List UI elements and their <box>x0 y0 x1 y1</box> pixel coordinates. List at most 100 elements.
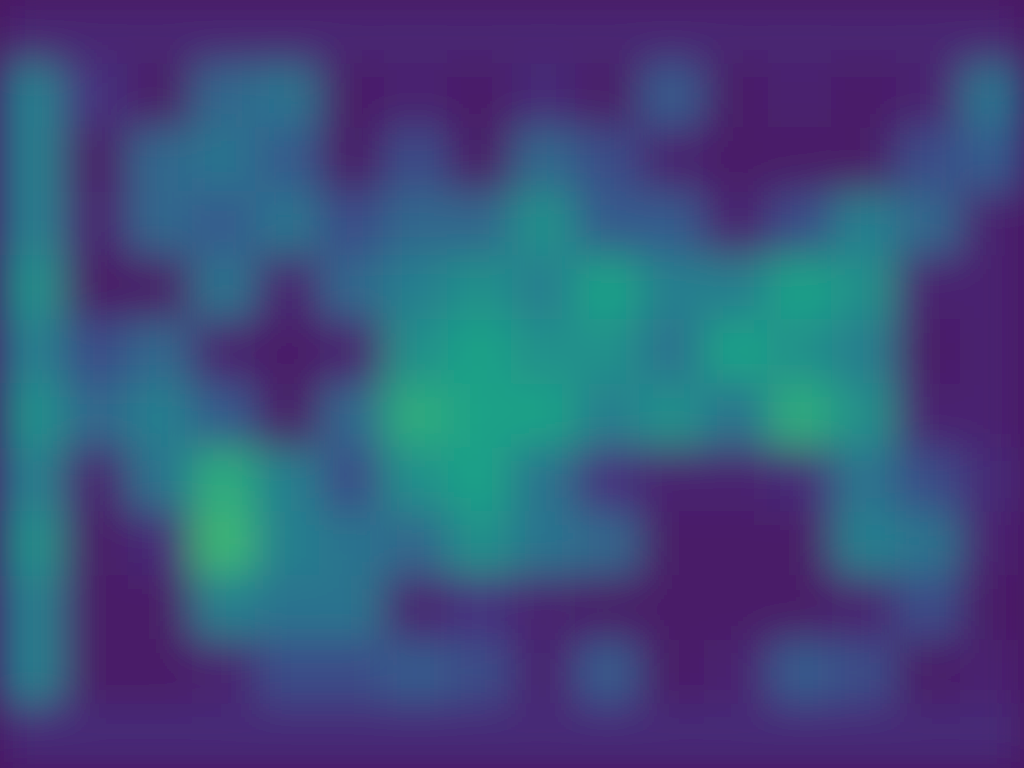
heat-cell <box>256 640 321 705</box>
plot-area <box>0 0 1024 768</box>
heat-cell <box>768 704 833 768</box>
heat-cell <box>832 320 897 385</box>
heat-cell <box>576 128 641 193</box>
heat-cell <box>64 128 129 193</box>
heat-cell <box>576 192 641 257</box>
heat-cell <box>384 0 449 65</box>
heat-cell <box>128 256 193 321</box>
heat-cell <box>704 320 769 385</box>
heat-cell <box>256 256 321 321</box>
heat-cell <box>256 320 321 385</box>
heat-cell <box>64 256 129 321</box>
heat-cell <box>512 512 577 577</box>
heat-cell <box>256 704 321 768</box>
heat-cell <box>448 704 513 768</box>
heat-cell <box>640 0 705 65</box>
heat-cell <box>0 576 65 641</box>
heat-cell <box>64 576 129 641</box>
heatmap <box>0 0 1024 768</box>
heat-cell <box>832 576 897 641</box>
heat-cell <box>512 320 577 385</box>
heat-cell <box>960 640 1024 705</box>
heat-cell <box>704 128 769 193</box>
heat-cell <box>512 128 577 193</box>
heat-cell <box>192 0 257 65</box>
heat-cell <box>960 128 1024 193</box>
heat-cell <box>128 576 193 641</box>
heat-cell <box>320 576 385 641</box>
heat-cell <box>576 704 641 768</box>
heat-cell <box>0 704 65 768</box>
heat-cell <box>704 448 769 513</box>
heat-cell <box>320 0 385 65</box>
heat-cell <box>896 128 961 193</box>
heat-cell <box>128 448 193 513</box>
heat-cell <box>256 576 321 641</box>
heat-cell <box>832 64 897 129</box>
heat-cell <box>0 384 65 449</box>
heat-cell <box>512 256 577 321</box>
heat-cell <box>448 512 513 577</box>
heat-cell <box>512 384 577 449</box>
heat-cell <box>0 256 65 321</box>
heat-cell <box>960 384 1024 449</box>
heat-cell <box>704 576 769 641</box>
heat-cell <box>320 64 385 129</box>
heat-cell <box>640 64 705 129</box>
heat-cell <box>128 640 193 705</box>
heat-cell <box>768 0 833 65</box>
heat-cell <box>768 576 833 641</box>
heat-cell <box>832 640 897 705</box>
heat-cell <box>704 192 769 257</box>
heat-cell <box>704 256 769 321</box>
heat-cell <box>576 320 641 385</box>
heat-cell <box>192 64 257 129</box>
heat-cell <box>960 512 1024 577</box>
heat-cell <box>832 128 897 193</box>
heat-cell <box>512 704 577 768</box>
heat-cell <box>896 320 961 385</box>
heat-cell <box>320 448 385 513</box>
heat-cell <box>64 512 129 577</box>
heat-cell <box>128 512 193 577</box>
heat-cell <box>832 256 897 321</box>
heat-cell <box>832 384 897 449</box>
heat-cell <box>192 576 257 641</box>
heat-cell <box>832 512 897 577</box>
heat-cell <box>960 320 1024 385</box>
heat-cell <box>320 256 385 321</box>
heat-cell <box>704 512 769 577</box>
heat-cell <box>192 512 257 577</box>
cells <box>0 0 1024 768</box>
heat-cell <box>448 256 513 321</box>
heat-cell <box>960 64 1024 129</box>
heat-cell <box>64 448 129 513</box>
heat-cell <box>576 640 641 705</box>
heat-cell <box>896 192 961 257</box>
heat-cell <box>320 320 385 385</box>
heat-cell <box>320 512 385 577</box>
heat-cell <box>0 512 65 577</box>
heat-cell <box>128 64 193 129</box>
heat-cell <box>384 192 449 257</box>
heat-cell <box>512 448 577 513</box>
heat-cell <box>512 640 577 705</box>
heat-cell <box>448 576 513 641</box>
heat-cell <box>832 448 897 513</box>
heat-cell <box>832 704 897 768</box>
heat-cell <box>768 448 833 513</box>
heat-cell <box>256 128 321 193</box>
heat-cell <box>384 64 449 129</box>
heat-cell <box>64 384 129 449</box>
heat-cell <box>448 64 513 129</box>
heat-cell <box>448 320 513 385</box>
heat-cell <box>0 192 65 257</box>
heat-cell <box>128 384 193 449</box>
heat-cell <box>896 512 961 577</box>
heat-cell <box>192 128 257 193</box>
heat-cell <box>512 192 577 257</box>
heat-cell <box>960 448 1024 513</box>
heat-cell <box>192 320 257 385</box>
heat-cell <box>576 512 641 577</box>
heat-cell <box>704 640 769 705</box>
